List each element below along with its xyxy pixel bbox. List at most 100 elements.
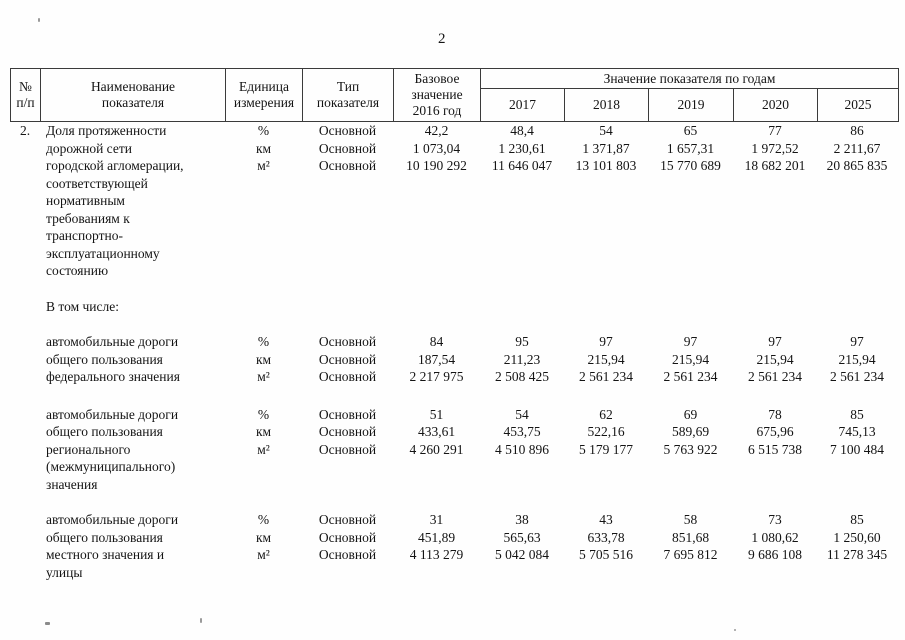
column-header-2020: 2020 — [734, 89, 818, 121]
text-line: 211,23 — [503, 351, 541, 367]
text-line: автомобильные дороги — [46, 406, 179, 422]
text-line: 43 — [599, 512, 613, 527]
text-line: значения — [46, 476, 98, 492]
text-line: Основной — [318, 512, 377, 527]
text-line: 2 561 234 — [579, 369, 633, 384]
text-line: 2 217 975 — [409, 369, 464, 384]
text-line: км — [255, 424, 272, 439]
unit-cell: % км м² — [225, 122, 302, 175]
text-line: 6 515 738 — [748, 441, 802, 457]
unit-cell: % км м² — [225, 511, 302, 564]
text-line: 31 — [429, 512, 444, 527]
text-line: 42,2 — [424, 123, 449, 138]
text-line: общего пользования — [46, 529, 163, 545]
text-line: 2 561 234 — [663, 369, 718, 384]
value-2017-cell: 54 453,75 4 510 896 — [480, 406, 564, 459]
text-line: 215,94 — [756, 351, 794, 367]
text-line: 1 073,04 — [412, 140, 461, 156]
type-cell: Основной Основной Основной — [302, 406, 393, 459]
text-line: Основной — [318, 529, 377, 545]
text-line: м² — [257, 158, 270, 173]
text-line: регионального — [46, 441, 131, 457]
value-2017-cell: 95 211,23 2 508 425 — [480, 333, 564, 386]
text-line: соответствующей — [46, 175, 148, 191]
table-body: 2. Доля протяженности дорожной сети городс… — [10, 122, 899, 581]
row-number — [10, 406, 40, 424]
text-line: % — [257, 406, 270, 422]
text-line: транспортно- — [46, 228, 123, 243]
text-line: 5 763 922 — [663, 441, 718, 457]
value-2019-cell: 97 215,94 2 561 234 — [648, 333, 733, 386]
base-value-cell: 84 187,54 2 217 975 — [393, 333, 480, 386]
value-2025-cell: 85 1 250,60 11 278 345 — [817, 511, 897, 564]
text-line: требованиям к — [46, 210, 130, 226]
text-line: 95 — [515, 334, 529, 349]
text-line: 1 080,62 — [751, 529, 799, 545]
scan-speck — [45, 622, 50, 625]
text-line: 7 100 484 — [830, 441, 884, 457]
value-2018-cell: 97 215,94 2 561 234 — [564, 333, 648, 386]
text-line: общего пользования — [46, 424, 163, 439]
text-line: 5 042 084 — [495, 547, 549, 562]
unit-cell: % км м² — [225, 333, 302, 386]
scan-speck — [734, 629, 736, 631]
indicator-name: Доля протяженности дорожной сети городской… — [40, 122, 225, 280]
text-line: 565,63 — [503, 529, 541, 545]
row-number: 2. — [19, 123, 31, 138]
text-line: Основной — [318, 424, 377, 439]
text-line: 633,78 — [587, 529, 625, 545]
text-line: 65 — [683, 123, 698, 138]
text-line: 1 250,60 — [833, 529, 881, 545]
text-line: Основной — [318, 158, 377, 173]
text-line: 215,94 — [838, 351, 876, 367]
text-line: Основной — [318, 441, 377, 457]
text-line: 54 — [515, 406, 529, 422]
text-line: км — [255, 529, 272, 545]
text-line: Основной — [318, 351, 377, 367]
row-number — [10, 333, 40, 351]
text-line: 851,68 — [671, 529, 710, 545]
text-line: Основной — [318, 334, 377, 349]
value-2025-cell: 85 745,13 7 100 484 — [817, 406, 897, 459]
text-line: Доля протяженности — [46, 123, 167, 138]
text-line: федерального значения — [46, 369, 180, 384]
indicator-name: автомобильные дороги общего пользования ре… — [40, 406, 225, 494]
value-2017-cell: 48,4 1 230,61 11 646 047 — [480, 122, 564, 175]
text-line: Основной — [318, 406, 377, 422]
text-line: Основной — [318, 547, 377, 562]
text-line: 675,96 — [756, 424, 794, 439]
table-row-local-roads: автомобильные дороги общего пользования ме… — [10, 511, 899, 581]
column-header-2018: 2018 — [565, 89, 649, 121]
text-line: дорожной сети — [46, 140, 132, 156]
text-line: 215,94 — [671, 351, 710, 367]
text-line: 77 — [768, 123, 782, 138]
text-line: общего пользования — [46, 351, 163, 367]
text-line: 97 — [683, 334, 698, 349]
type-cell: Основной Основной Основной — [302, 122, 393, 175]
text-line: 58 — [683, 512, 698, 527]
text-line: Основной — [318, 123, 377, 138]
column-header-num: № п/п — [11, 69, 41, 121]
text-line: 215,94 — [587, 351, 625, 367]
row-number — [10, 511, 40, 529]
text-line: автомобильные дороги — [46, 334, 179, 349]
text-line: 10 190 292 — [406, 158, 467, 173]
value-2020-cell: 78 675,96 6 515 738 — [733, 406, 817, 459]
text-line: 86 — [850, 123, 864, 138]
text-line: Основной — [318, 140, 377, 156]
text-line: улицы — [46, 564, 83, 580]
text-line: 1 371,87 — [582, 140, 630, 156]
text-line: 187,54 — [417, 351, 456, 367]
text-line: м² — [257, 441, 270, 457]
value-2025-cell: 86 2 211,67 20 865 835 — [817, 122, 897, 175]
column-header-unit: Единица измерения — [226, 69, 303, 121]
text-line: 7 695 812 — [663, 547, 718, 562]
text-line: 9 686 108 — [748, 547, 802, 562]
text-line: автомобильные дороги — [46, 512, 179, 527]
type-cell: Основной Основной Основной — [302, 511, 393, 564]
type-cell: Основной Основной Основной — [302, 333, 393, 386]
text-line: 51 — [429, 406, 444, 422]
column-header-years-group: Значение показателя по годам — [481, 69, 898, 89]
value-2020-cell: 73 1 080,62 9 686 108 — [733, 511, 817, 564]
